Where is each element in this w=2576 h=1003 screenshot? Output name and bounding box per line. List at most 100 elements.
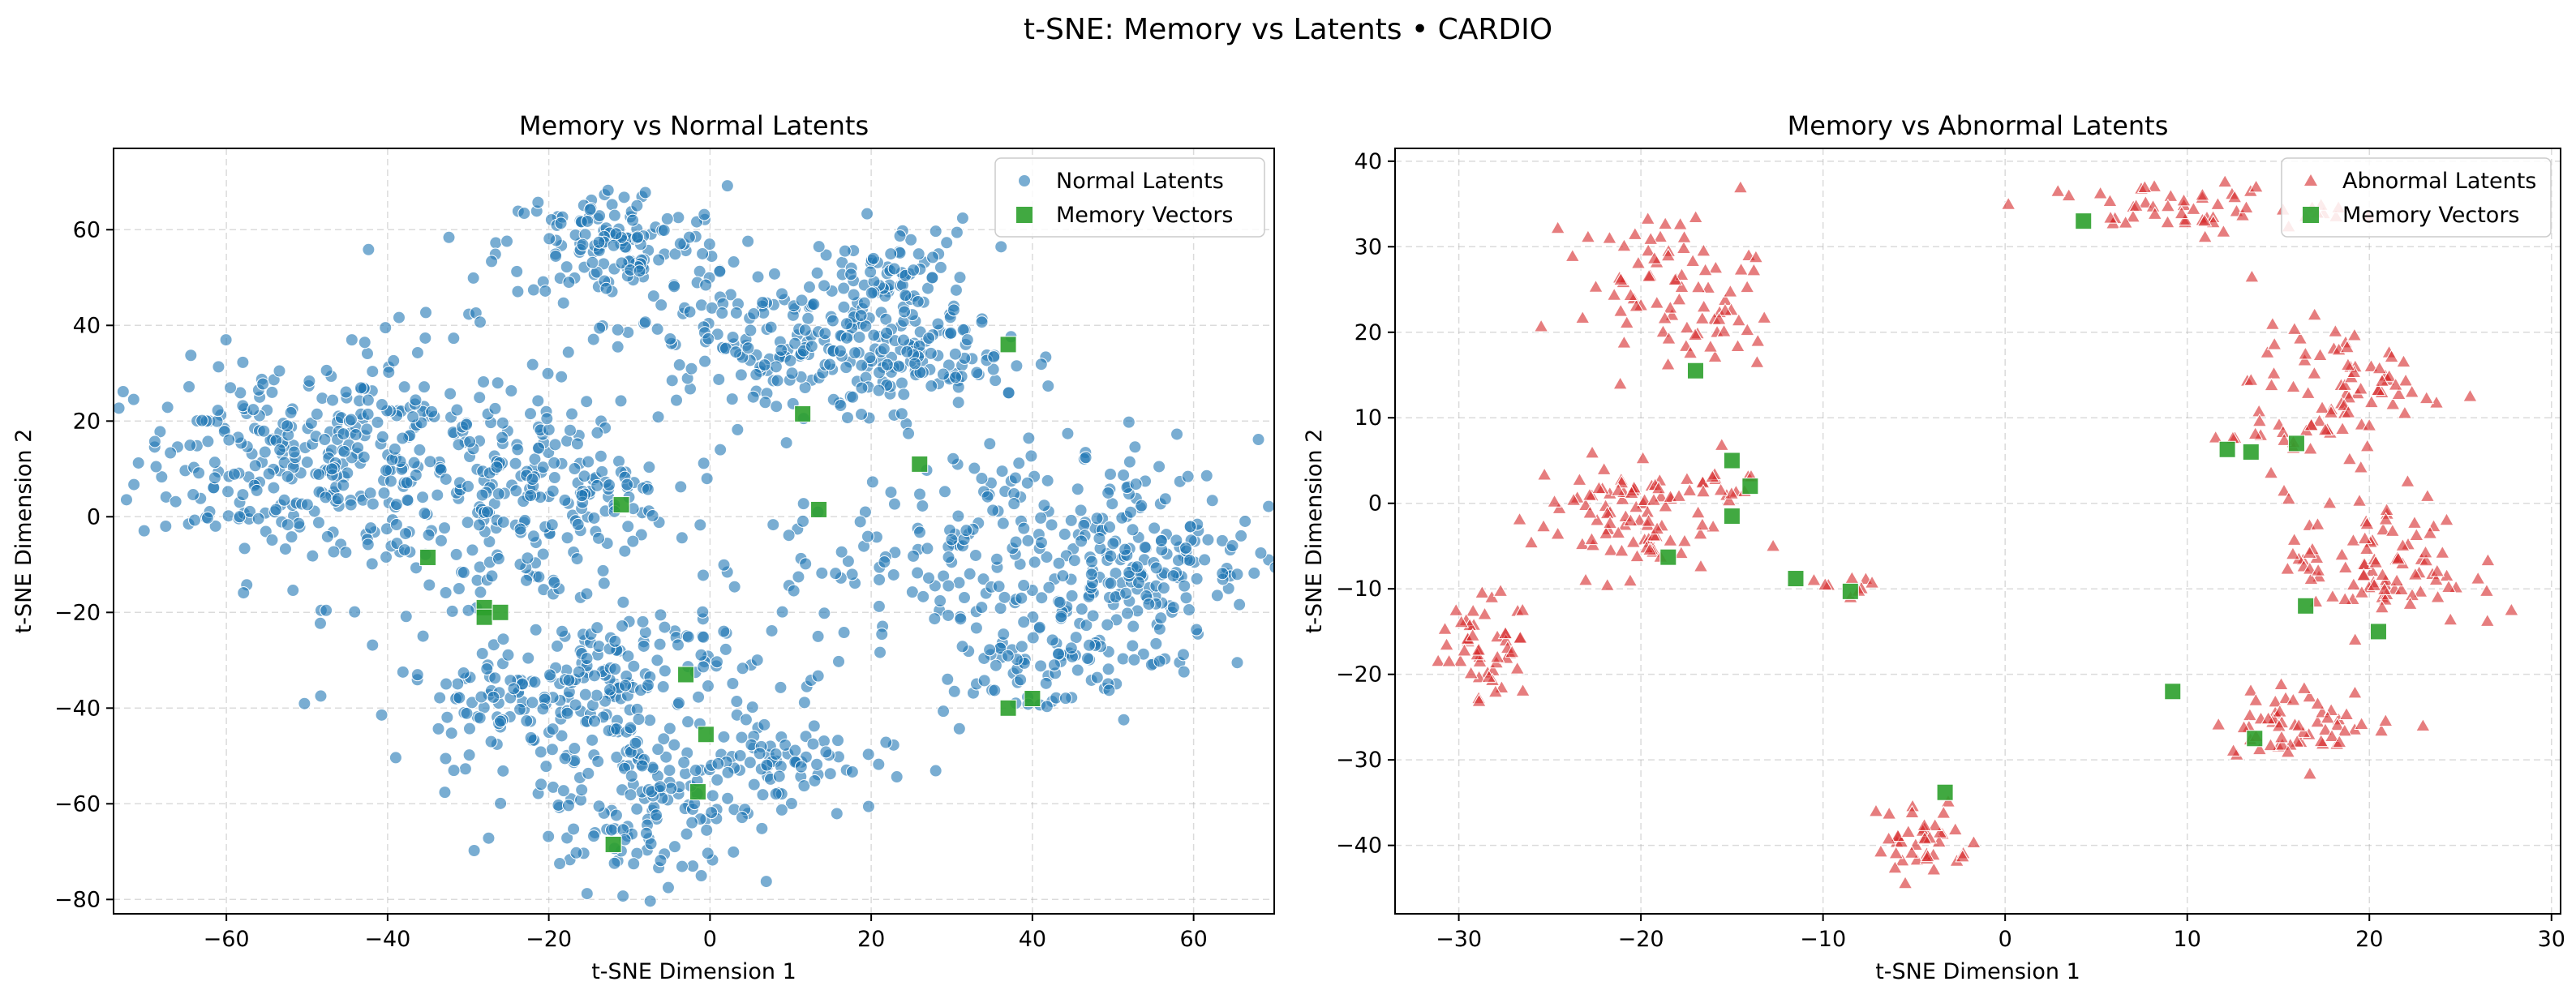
normal-latent-point	[461, 516, 474, 529]
abnormal-latent-point	[2408, 527, 2424, 542]
abnormal-latent-point	[1488, 684, 1504, 698]
y-tick-label: 60	[73, 217, 101, 242]
normal-latent-point	[1166, 569, 1180, 583]
normal-latent-point	[608, 634, 622, 648]
normal-latent-point	[481, 505, 495, 519]
normal-latent-point	[711, 655, 724, 669]
normal-latent-point	[913, 525, 927, 539]
normal-latent-point	[775, 343, 788, 357]
normal-latent-point	[730, 695, 744, 709]
normal-latent-point	[1037, 499, 1051, 512]
normal-latent-point	[1170, 427, 1184, 441]
normal-latent-point	[278, 542, 292, 556]
normal-latent-point	[969, 621, 983, 635]
abnormal-latent-point	[1629, 298, 1644, 312]
abnormal-latent-point	[2374, 373, 2390, 387]
normal-latent-point	[277, 493, 291, 507]
normal-latent-point	[747, 778, 761, 791]
normal-latent-point	[360, 422, 374, 436]
abnormal-latent-point	[1635, 450, 1651, 465]
normal-latent-point	[159, 520, 173, 534]
normal-latent-point	[337, 444, 351, 458]
normal-latent-point	[796, 497, 810, 511]
normal-latent-point	[823, 358, 837, 371]
abnormal-latent-point	[1690, 504, 1706, 519]
memory-vector-point	[2246, 730, 2264, 748]
normal-latent-point	[1154, 534, 1168, 547]
abnormal-latent-point	[1900, 824, 1917, 838]
normal-latent-point	[385, 452, 399, 466]
normal-latent-point	[236, 488, 250, 502]
normal-latent-point	[320, 363, 333, 377]
normal-latent-point	[590, 621, 604, 635]
normal-latent-point	[741, 234, 755, 248]
normal-latent-point	[861, 529, 874, 543]
normal-latent-point	[1153, 654, 1166, 668]
abnormal-latent-point	[1578, 572, 1594, 586]
normal-latent-point	[1009, 535, 1023, 549]
normal-latent-point	[650, 322, 664, 336]
normal-latent-point	[545, 743, 559, 757]
abnormal-latent-point	[1630, 255, 1646, 269]
normal-latent-point	[1190, 572, 1204, 585]
abnormal-latent-point	[1745, 263, 1762, 276]
normal-latent-point	[759, 875, 773, 889]
normal-latent-point	[562, 673, 576, 687]
normal-latent-point	[572, 665, 586, 679]
normal-latent-point	[1166, 601, 1180, 615]
abnormal-latent-point	[1966, 834, 1981, 849]
abnormal-latent-point	[2285, 546, 2301, 560]
normal-latent-point	[630, 802, 644, 816]
normal-latent-point	[631, 230, 645, 244]
abnormal-latent-point	[1932, 825, 1948, 838]
normal-latent-point	[337, 478, 350, 492]
normal-latent-point	[1127, 619, 1140, 633]
abnormal-latent-point	[2346, 577, 2362, 591]
normal-latent-point	[960, 333, 974, 347]
normal-latent-point	[844, 268, 858, 281]
normal-latent-point	[944, 326, 958, 340]
normal-latent-point	[1282, 573, 1294, 585]
normal-latent-point	[457, 566, 470, 580]
abnormal-latent-point	[1649, 521, 1665, 535]
normal-latent-point	[1239, 514, 1252, 528]
normal-latent-point	[983, 643, 997, 657]
normal-latent-point	[489, 236, 503, 250]
normal-latent-point	[1058, 692, 1072, 705]
normal-latent-point	[320, 603, 333, 617]
abnormal-latent-point	[2266, 336, 2282, 350]
abnormal-latent-point	[2479, 613, 2496, 627]
normal-latent-point	[1233, 598, 1247, 611]
normal-latent-point	[1234, 529, 1248, 542]
normal-latent-point	[994, 240, 1008, 254]
normal-latent-point	[912, 247, 925, 261]
normal-latent-point	[646, 289, 660, 303]
normal-latent-point	[580, 395, 594, 409]
x-tick-label: 0	[1999, 927, 2012, 952]
normal-latent-point	[711, 773, 724, 787]
normal-latent-point	[911, 294, 925, 308]
normal-latent-point	[547, 456, 561, 469]
abnormal-latent-point	[1695, 243, 1711, 257]
normal-latent-point	[603, 683, 616, 697]
normal-latent-point	[1079, 451, 1093, 465]
normal-latent-point	[670, 393, 684, 407]
abnormal-latent-point	[1688, 209, 1704, 224]
normal-latent-point	[855, 407, 869, 421]
normal-latent-point	[968, 461, 981, 475]
normal-latent-point	[1026, 631, 1040, 645]
normal-latent-point	[806, 737, 820, 751]
abnormal-latent-point	[2370, 382, 2386, 396]
normal-latent-point	[1153, 460, 1166, 474]
normal-latent-point	[947, 452, 960, 465]
normal-latent-point	[434, 534, 448, 547]
normal-latent-point	[472, 518, 486, 532]
normal-latent-point	[488, 671, 502, 685]
normal-latent-point	[269, 503, 283, 517]
normal-latent-point	[256, 377, 270, 391]
abnormal-latent-point	[1750, 333, 1766, 347]
normal-latent-point	[685, 362, 698, 375]
normal-latent-point	[729, 306, 743, 319]
abnormal-latent-point	[1602, 230, 1617, 244]
abnormal-latent-point	[2396, 354, 2411, 368]
